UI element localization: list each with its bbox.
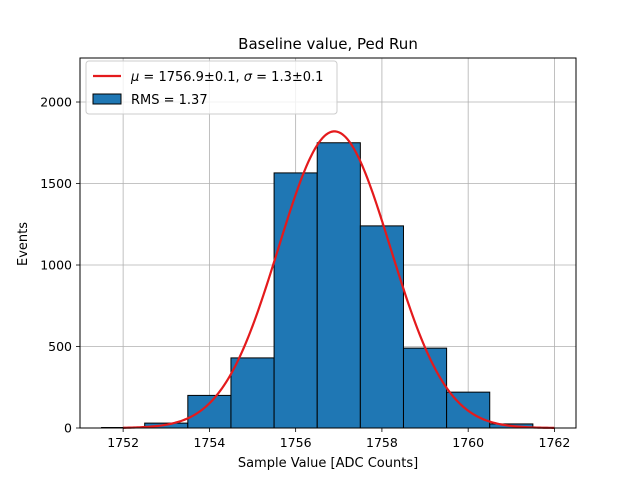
- mu-symbol: μ: [130, 70, 139, 85]
- histogram-bar: [359, 225, 404, 429]
- gaussian-fit-curve: [123, 130, 555, 429]
- mu-value: = 1756.9±0.1,: [139, 70, 243, 85]
- histogram-bar: [402, 347, 448, 429]
- x-axis-label: Sample Value [ADC Counts]: [238, 456, 418, 471]
- x-tick-label: 1752: [107, 435, 139, 450]
- chart-title: Baseline value, Ped Run: [238, 35, 418, 53]
- histogram-bar: [316, 142, 361, 429]
- x-axis-ticks: 1752 1754 1756 1758 1760 1762: [107, 428, 570, 450]
- y-tick-label: 1500: [40, 176, 72, 191]
- y-tick-label: 2000: [40, 95, 72, 110]
- histogram-bar: [273, 172, 318, 429]
- x-tick-label: 1760: [452, 435, 484, 450]
- x-tick-label: 1754: [193, 435, 225, 450]
- legend-histogram-swatch: [92, 93, 122, 105]
- x-tick-label: 1762: [539, 435, 571, 450]
- histogram-bars: [101, 142, 534, 429]
- y-axis-label: Events: [16, 222, 31, 266]
- legend-fit-label: μ = 1756.9±0.1, σ = 1.3±0.1: [130, 70, 323, 85]
- y-tick-label: 1000: [40, 258, 72, 273]
- x-tick-label: 1758: [366, 435, 398, 450]
- y-tick-label: 0: [64, 421, 72, 436]
- histogram-bar: [187, 394, 232, 429]
- legend-histogram-label: RMS = 1.37: [131, 93, 208, 108]
- plot-frame: [79, 57, 577, 429]
- y-axis-ticks: 0 500 1000 1500 2000: [40, 95, 80, 436]
- x-tick-label: 1756: [280, 435, 312, 450]
- histogram-bar: [230, 357, 275, 429]
- sigma-value: = 1.3±0.1: [252, 70, 323, 85]
- y-tick-label: 500: [48, 339, 72, 354]
- legend-box: [85, 60, 338, 115]
- legend: μ = 1756.9±0.1, σ = 1.3±0.1 RMS = 1.37: [85, 60, 338, 115]
- sigma-symbol: σ: [244, 70, 253, 85]
